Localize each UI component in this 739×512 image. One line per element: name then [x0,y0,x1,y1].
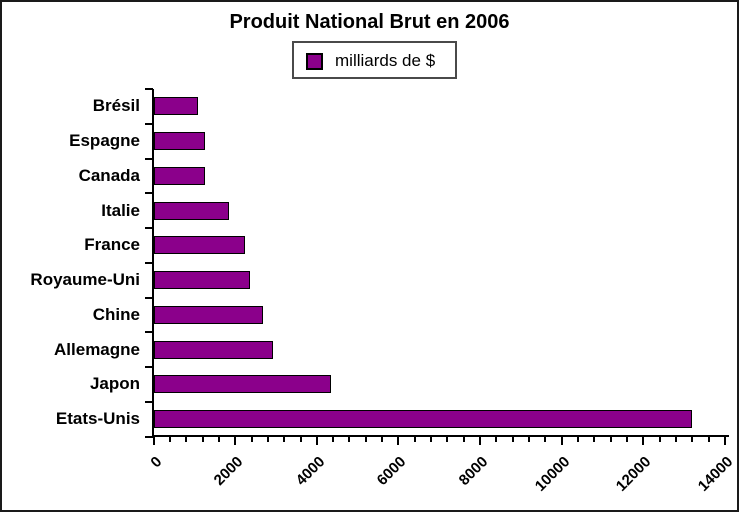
category-label: Brésil [92,96,140,116]
category-label: Canada [78,165,140,185]
x-axis-tick [577,437,579,442]
bar-4 [154,236,245,255]
x-tick-label: 12000 [613,453,655,495]
x-axis-tick [381,437,384,442]
x-axis-tick [299,437,302,442]
x-axis-tick [234,437,237,445]
category-label: France [84,235,140,255]
x-tick-label: 10000 [531,453,574,495]
bar-3 [154,201,229,220]
x-tick-label: 2000 [210,453,247,489]
category-label: Italie [101,200,140,220]
x-axis-tick [626,437,628,442]
category-label: Etats-Unis [55,409,140,429]
y-axis-tick [145,400,153,403]
y-axis-tick [145,88,153,90]
x-tick-label: 8000 [455,453,492,489]
bar-1 [154,132,205,151]
x-axis-tick [250,437,253,442]
x-tick-label: 14000 [694,453,737,495]
x-axis-tick [724,437,726,445]
x-tick-label: 0 [146,453,165,472]
bar-8 [154,375,331,394]
x-axis-tick [364,437,367,442]
x-axis-tick [266,437,269,442]
x-axis-tick [593,437,596,442]
x-axis-tick [446,437,449,442]
x-axis-tick [201,437,204,442]
x-axis-tick [658,437,661,442]
x-axis-tick [528,437,531,442]
x-axis-tick [348,437,351,442]
x-axis-tick [642,437,645,445]
x-axis-tick [707,437,710,442]
x-axis-tick [691,437,694,442]
category-label: Chine [92,304,140,324]
y-axis-tick [145,227,153,229]
legend: milliards de $ [292,41,457,79]
x-axis-tick [544,437,547,442]
y-axis-tick [145,261,153,264]
x-axis-tick [675,437,677,442]
y-axis-tick [145,366,153,368]
x-axis-tick [479,437,482,445]
legend-label: milliards de $ [335,51,436,70]
x-axis-tick [217,437,220,442]
bar-9 [154,410,692,429]
y-axis-tick [145,192,153,195]
chart-title: Produit National Brut en 2006 [229,11,510,33]
bar-2 [154,166,205,185]
y-axis-tick [145,122,153,125]
x-axis-tick [315,437,318,445]
x-axis-tick [332,437,335,442]
bar-5 [154,271,250,290]
y-axis-tick [145,435,153,438]
x-axis-tick [413,437,416,442]
x-axis-tick [511,437,514,442]
x-axis-tick [560,437,563,445]
y-axis-tick [145,296,153,299]
x-tick-label: 6000 [374,453,410,489]
bar-0 [154,97,198,116]
x-axis-tick [495,437,498,442]
category-label: Allemagne [54,339,140,359]
x-axis-tick [462,437,465,442]
x-axis-tick [430,437,433,442]
category-label: Espagne [69,131,140,151]
x-axis-tick [397,437,400,445]
category-label: Japon [89,374,140,394]
bar-6 [154,305,263,324]
x-axis-tick [152,437,155,445]
y-axis [152,89,154,437]
x-axis-tick [283,437,286,442]
x-axis-tick [609,437,612,442]
category-label: Royaume-Uni [30,270,140,290]
legend-swatch-icon [306,53,323,70]
bar-7 [154,340,273,359]
x-tick-label: 4000 [292,453,329,489]
y-axis-tick [145,157,153,160]
x-axis-tick [185,437,188,442]
x-axis-tick [168,437,171,442]
y-axis-tick [145,331,153,334]
x-axis [152,435,729,437]
